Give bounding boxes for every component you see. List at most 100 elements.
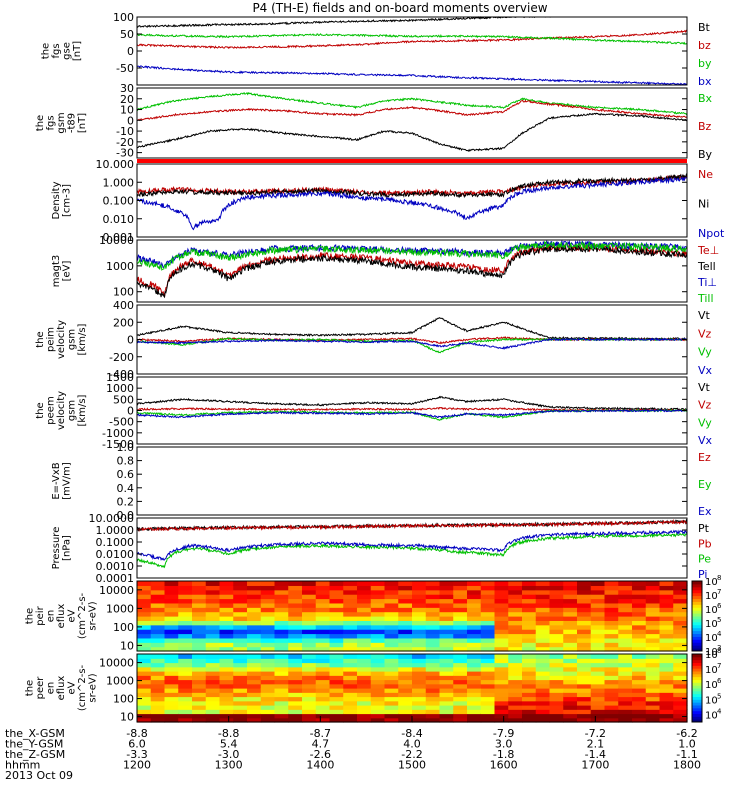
spectrogram-cell: [398, 589, 413, 595]
colorbar-segment: [692, 705, 702, 709]
spectrogram-cell: [233, 683, 248, 689]
spectrogram-cell: [673, 679, 688, 685]
spectrogram-cell: [522, 637, 537, 643]
spectrogram-cell: [288, 642, 303, 648]
spectrogram-cell: [535, 709, 551, 715]
y-tick-label: 0.6: [117, 468, 135, 481]
spectrogram-cell: [178, 633, 193, 639]
spectrogram-cell: [192, 607, 207, 613]
series-2: [136, 33, 688, 45]
spectrogram-cell: [302, 688, 317, 693]
legend-label: Ey: [698, 478, 712, 491]
spectrogram-cell: [398, 646, 413, 652]
spectrogram-cell: [508, 624, 523, 630]
spectrogram-cell: [164, 700, 179, 706]
spectrogram-cell: [563, 717, 578, 723]
spectrogram-cell: [632, 607, 647, 613]
spectrogram-cell: [288, 675, 303, 681]
spectrogram-cell: [535, 717, 551, 723]
spectrogram-cell: [577, 637, 592, 643]
spectrogram-cell: [453, 646, 468, 652]
series-line: [136, 244, 688, 299]
spectrogram-cell: [260, 616, 276, 621]
x-row-label: the_X-GSM: [5, 727, 65, 740]
spectrogram-cell: [178, 700, 193, 706]
spectrogram-cell: [453, 602, 468, 608]
spectrogram-cell: [412, 598, 427, 604]
spectrogram-cell: [384, 683, 399, 689]
spectrogram-cell: [274, 688, 289, 693]
spectrogram-cell: [384, 700, 399, 706]
spectrogram-cell: [494, 611, 509, 617]
spectrogram-cell: [343, 633, 358, 639]
spectrogram-cell: [425, 705, 441, 710]
colorbar-segment: [692, 665, 702, 669]
spectrogram-cell: [535, 658, 551, 664]
spectrogram-cell: [425, 654, 441, 659]
spectrogram-cell: [178, 709, 193, 715]
series-line: [136, 177, 688, 231]
spectrogram-cell: [618, 646, 633, 652]
spectrogram-cell: [412, 642, 427, 648]
spectrogram-cell: [274, 700, 289, 706]
spectrogram-cell: [659, 688, 674, 693]
spectrogram-cell: [137, 717, 152, 723]
spectrogram-cell: [494, 700, 509, 706]
spectrogram-cell: [343, 683, 358, 689]
spectrogram-cell: [645, 589, 661, 595]
spectrogram-cell: [260, 581, 276, 586]
spectrogram-cell: [178, 717, 193, 723]
spectrogram-cell: [343, 581, 358, 586]
spectrogram-cell: [563, 658, 578, 664]
spectrogram-cell: [590, 683, 606, 689]
colorbar-segment: [692, 719, 702, 723]
spectrogram-cell: [673, 620, 688, 626]
spectrogram-cell: [247, 633, 262, 639]
spectrogram-cell: [645, 624, 661, 630]
spectrogram-cell: [288, 679, 303, 685]
spectrogram-cell: [535, 705, 551, 710]
spectrogram-cell: [384, 620, 399, 626]
spectrogram-cell: [370, 700, 386, 706]
spectrogram-cell: [357, 675, 372, 681]
spectrogram-cell: [563, 642, 578, 648]
spectrogram-cell: [260, 683, 276, 689]
spectrogram-cell: [384, 611, 399, 617]
spectrogram-cell: [233, 666, 248, 672]
colorbar-segment: [692, 618, 702, 623]
spectrogram-cell: [590, 646, 606, 652]
spectrogram-cell: [425, 616, 441, 621]
colorbar-segment: [692, 710, 702, 714]
spectrogram-cell: [219, 671, 234, 676]
spectrogram-cell: [522, 616, 537, 621]
spectrogram-cell: [370, 642, 386, 648]
spectrogram-cell: [178, 671, 193, 676]
spectrogram-cell: [604, 589, 619, 595]
spectrogram-cell: [632, 642, 647, 648]
series-line: [136, 408, 688, 419]
spectrogram-cell: [288, 646, 303, 652]
series-0: [136, 173, 688, 198]
spectrogram-cell: [205, 642, 221, 648]
spectrogram-cell: [302, 683, 317, 689]
spectrogram-cell: [590, 624, 606, 630]
spectrogram-cell: [343, 616, 358, 621]
spectrogram-cell: [329, 675, 344, 681]
spectrogram-cell: [274, 585, 289, 591]
spectrogram-cell: [357, 589, 372, 595]
spectrogram-cell: [370, 679, 386, 685]
spectrogram-cell: [522, 654, 537, 659]
spectrogram-cell: [535, 662, 551, 668]
spectrogram-cell: [205, 713, 221, 719]
spectrogram-cell: [315, 700, 331, 706]
spectrogram-cell: [439, 594, 454, 600]
colorbar-tick-label: 10: [705, 710, 718, 721]
spectrogram-cell: [329, 611, 344, 617]
spectrogram-cell: [260, 642, 276, 648]
spectrogram-cell: [604, 688, 619, 693]
spectrogram-cell: [260, 709, 276, 715]
y-axis-label: -t89: [67, 113, 78, 133]
